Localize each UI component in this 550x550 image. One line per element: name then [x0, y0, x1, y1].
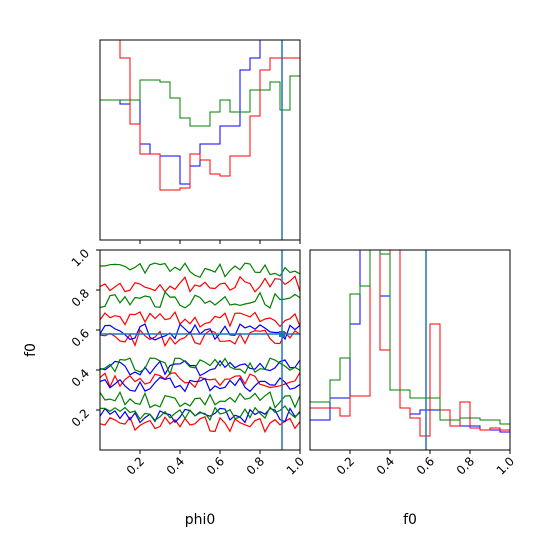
- x-tick-label: 0.6: [204, 454, 227, 477]
- marginal-f0-frame: [309, 249, 511, 451]
- contour-group: [100, 262, 300, 434]
- y-tick-label: 0.8: [69, 286, 92, 309]
- hist-series-2: [309, 249, 511, 450]
- hist-series-1: [99, 39, 301, 240]
- x-tick-label: 0.4: [164, 454, 187, 477]
- truth-marker: [279, 331, 285, 337]
- contour-line-1-0: [100, 407, 300, 424]
- y-tick-label: 0.4: [69, 366, 92, 389]
- x-tick-label: 0.8: [244, 454, 267, 477]
- contour-line-2-4: [100, 262, 300, 279]
- y-tick-label: 0.2: [69, 406, 92, 429]
- x-tick-label: 0.8: [454, 454, 477, 477]
- x-axis-label-f0: f0: [403, 512, 417, 528]
- x-tick-label: 0.4: [374, 454, 397, 477]
- y-tick-label: 0.6: [69, 326, 92, 349]
- joint-phi0-f0-panel: 0.2 0.4 0.6 0.8 1.0 0.2 0.4 0.6 0.8 1.0: [69, 246, 307, 477]
- hist-series-1: [309, 249, 511, 450]
- x-tick-label: 0.6: [414, 454, 437, 477]
- hist-series-2: [99, 75, 301, 240]
- marginal-phi0-panel: [99, 39, 301, 244]
- contour-line-0-3: [100, 310, 300, 328]
- x-tick-label: 0.2: [334, 454, 357, 477]
- y-tick-label: 1.0: [69, 246, 92, 269]
- contour-line-0-1: [100, 372, 300, 389]
- contour-line-0-4: [100, 275, 300, 293]
- marginal-phi0-frame: [99, 39, 301, 241]
- x-axis-label-phi0: phi0: [185, 512, 216, 528]
- x-tick-label: 0.2: [124, 454, 147, 477]
- contour-line-2-0: [100, 405, 300, 422]
- contour-line-0-2: [100, 328, 300, 348]
- y-axis-label-f0: f0: [23, 343, 39, 357]
- x-tick-label: 1.0: [284, 454, 307, 477]
- contour-line-2-2: [100, 357, 300, 376]
- contour-line-2-1: [100, 390, 300, 409]
- contour-line-1-1: [100, 376, 300, 393]
- contour-line-2-3: [100, 290, 300, 309]
- x-tick-label: 1.0: [494, 454, 517, 477]
- contour-line-1-2: [100, 359, 300, 377]
- contour-line-0-0: [100, 416, 300, 434]
- joint-frame: [99, 249, 301, 451]
- marginal-f0-panel: 0.2 0.4 0.6 0.8 1.0: [309, 249, 517, 478]
- axis-labels: phi0 f0 f0: [23, 343, 417, 528]
